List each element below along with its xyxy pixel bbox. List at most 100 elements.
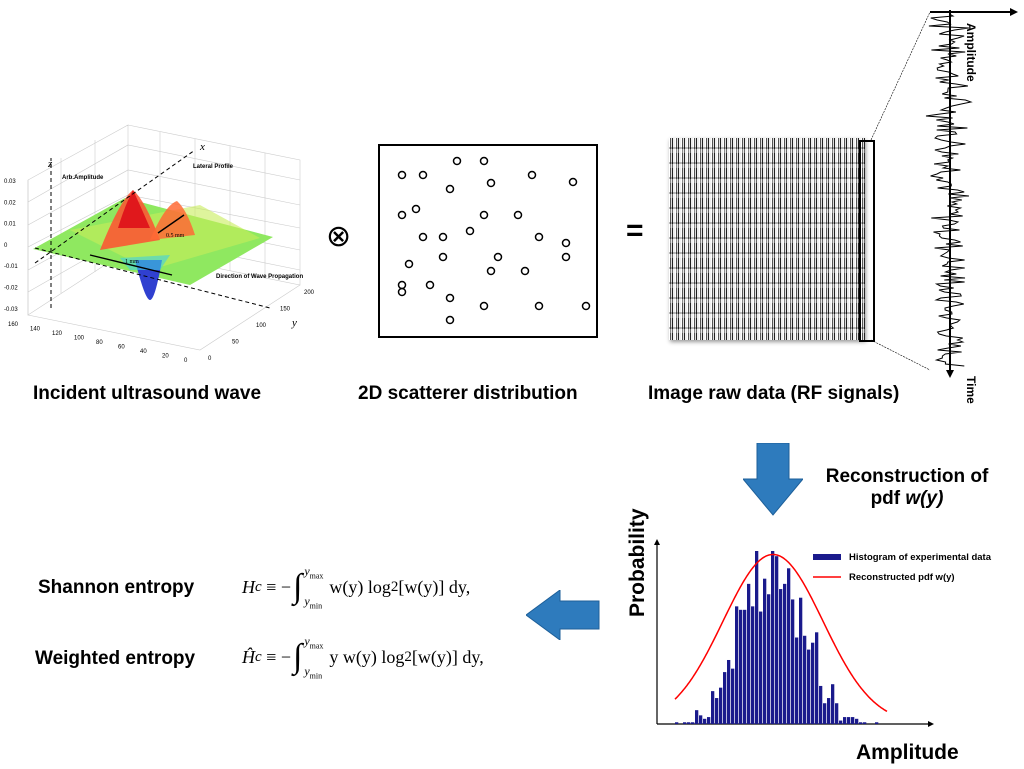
y-tick: 50 [232,340,239,346]
x-axis-label: x [199,141,205,153]
legend-label-pdf: Reconstructed pdf w(y) [849,572,955,583]
scatterer [425,280,435,290]
y-tick: 150 [280,307,291,313]
y-axis-label: y [291,317,297,329]
scatterer [534,232,544,242]
f-tail: [w(y)] dy, [411,646,484,667]
integral-sign: ∫ [292,568,303,605]
scatterer [479,156,489,166]
scatterer [404,259,414,269]
histogram-bar [855,718,859,724]
histogram-bar [839,720,843,724]
y-axis [34,247,271,309]
scatterer [527,170,537,180]
histogram-bar [683,722,687,724]
histogram-bar [791,599,795,724]
histogram-bar [727,659,731,724]
reconstruction-line1: Reconstruction of [825,466,989,487]
y-axis-label: Probability [626,508,649,617]
lateral-profile-label: Lateral Profile [193,164,234,170]
histogram-bar [851,717,855,724]
x-tick: 0 [184,358,188,364]
pdf-curve [674,553,888,713]
histogram-bar [779,589,783,724]
histogram-bar [767,594,771,724]
weighted-entropy-label: Weighted entropy [35,648,196,669]
scatterer [452,156,462,166]
z-tick: 0.03 [4,179,16,185]
histogram-bar [835,703,839,724]
histogram-bar [699,715,703,724]
histogram-bar [715,698,719,724]
plot-grid [27,124,301,351]
histogram-bar [755,551,759,724]
z-axis-label: z [47,158,53,170]
z-tick: 0.01 [4,222,16,228]
z-tick: 0.02 [4,200,16,206]
caption-scatterer: 2D scatterer distribution [358,383,578,404]
x-tick: 20 [162,354,169,360]
equals-operator: = [626,214,644,247]
rf-image [669,138,865,340]
histogram-bar [747,583,751,724]
histogram-bar [711,691,715,724]
scatterer [561,238,571,248]
histogram-bar [783,583,787,724]
scatterer [445,184,455,194]
f-sub: c [255,648,262,665]
wave-3d-plot: z x y Arb.Amplitude Lateral Profile Dire… [4,124,315,364]
scatterer [397,210,407,220]
histogram-bar [823,703,827,724]
x-tick: 80 [96,340,103,346]
scatterer [581,301,591,311]
scatterer [411,204,421,214]
histogram-bar [739,609,743,724]
rf-amplitude-label: Amplitude [964,23,978,82]
histogram-bar [815,632,819,724]
scatterer [520,266,530,276]
histogram-bar [875,722,879,724]
scatterer-box [378,144,598,338]
x-tick: 100 [74,336,85,342]
dimension-0.5mm-label: 0.5 mm [166,233,185,239]
integral-sign: ∫ [292,638,303,675]
histogram-bar [771,551,775,724]
selected-rf-line [859,140,875,342]
y-tick: 200 [304,290,315,296]
x-tick: 40 [140,349,147,355]
scatterer [479,301,489,311]
histogram-bar [763,578,767,724]
y-tick: 100 [256,323,267,329]
histogram-bar [795,637,799,724]
histogram-bar [811,642,815,724]
f-upper-sub: max [309,641,324,651]
scatterer [445,293,455,303]
histogram-bar [695,710,699,724]
x-axis [34,149,196,264]
x-axis-label: Amplitude [856,741,959,764]
z-tick: -0.02 [4,286,18,292]
convolution-operator: ⊗ [326,220,352,253]
histogram-bar [847,717,851,724]
f-lower: y [304,663,310,678]
scatterer [418,232,428,242]
caption-rf: Image raw data (RF signals) [648,383,900,404]
histogram-bar [743,609,747,724]
histogram-bar [691,722,695,724]
dimension-1mm-label: 1 mm [125,259,139,265]
down-arrow [743,443,803,516]
scatterer [418,170,428,180]
histogram-bar [843,717,847,724]
histogram-bar [799,597,803,724]
histogram-bar [703,718,707,724]
reconstruction-line2: pdf [870,488,906,509]
f-lower: y [304,593,310,608]
reconstruction-label: Reconstruction of pdf w(y) [812,466,1002,510]
scatterer [513,210,523,220]
f-log-sub: 2 [390,578,399,595]
z-tick: 0 [4,243,8,249]
histogram-bar [707,717,711,724]
scatterer [438,252,448,262]
